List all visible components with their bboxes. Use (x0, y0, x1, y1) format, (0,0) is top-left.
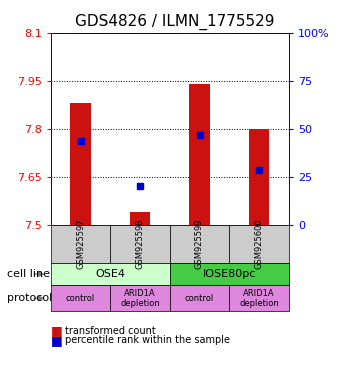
Text: OSE4: OSE4 (95, 269, 125, 279)
Text: GSM925598: GSM925598 (135, 218, 145, 269)
Text: ■: ■ (51, 334, 63, 347)
Bar (248, 129, 270, 225)
Text: control: control (185, 294, 214, 303)
Bar (70, 103, 91, 225)
Bar (130, 212, 150, 225)
Text: transformed count: transformed count (65, 326, 155, 336)
Text: percentile rank within the sample: percentile rank within the sample (65, 335, 230, 345)
Text: ARID1A
depletion: ARID1A depletion (120, 289, 160, 308)
Text: ARID1A
depletion: ARID1A depletion (239, 289, 279, 308)
Text: GSM925597: GSM925597 (76, 218, 85, 269)
Text: GSM925599: GSM925599 (195, 218, 204, 269)
Text: GSM925600: GSM925600 (254, 218, 264, 269)
Text: cell line: cell line (7, 269, 50, 279)
Text: ■: ■ (51, 324, 63, 337)
Text: IOSE80pc: IOSE80pc (203, 269, 256, 279)
Text: GDS4826 / ILMN_1775529: GDS4826 / ILMN_1775529 (75, 13, 275, 30)
Text: protocol: protocol (7, 293, 52, 303)
Bar (189, 84, 210, 225)
Text: control: control (66, 294, 95, 303)
